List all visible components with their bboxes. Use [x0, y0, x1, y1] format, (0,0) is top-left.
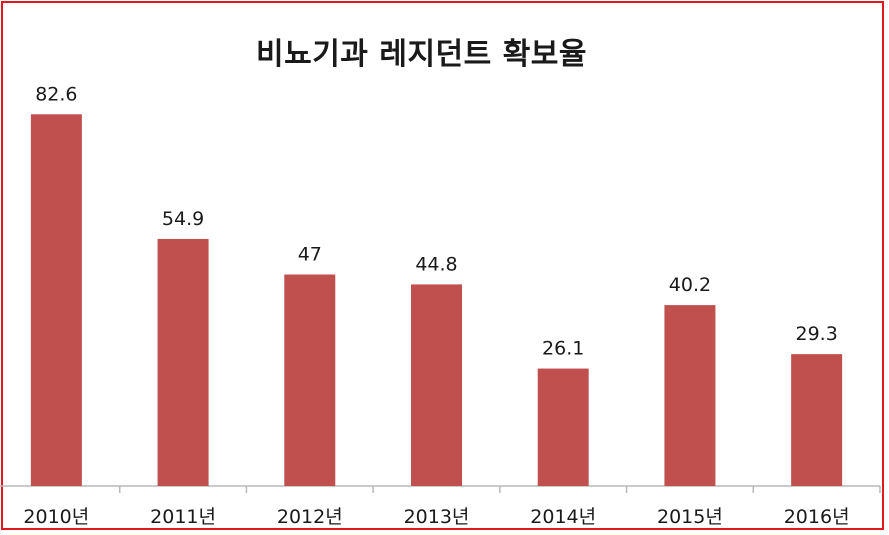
chart-title: 비뇨기과 레지던트 확보율	[256, 37, 587, 72]
bar-3	[411, 284, 462, 486]
x-tick-label-2: 2012년	[277, 506, 343, 528]
x-tick-label-4: 2014년	[530, 506, 596, 528]
bar-0	[30, 114, 82, 487]
bar-4	[537, 368, 589, 486]
bar-6	[791, 354, 843, 486]
data-label-1: 54.9	[162, 208, 204, 230]
x-tick-label-6: 2016년	[784, 506, 850, 528]
data-label-0: 82.6	[35, 83, 77, 105]
data-label-3: 44.8	[415, 253, 457, 275]
bar-1	[157, 238, 209, 486]
bar-5	[664, 305, 716, 486]
data-label-5: 40.2	[669, 274, 711, 296]
x-tick-label-3: 2013년	[404, 506, 470, 528]
x-tick-label-1: 2011년	[150, 506, 216, 528]
x-tick-label-5: 2015년	[657, 506, 723, 528]
data-label-4: 26.1	[542, 338, 584, 360]
bar-2	[284, 274, 336, 486]
data-label-6: 29.3	[795, 323, 837, 345]
x-tick-label-0: 2010년	[23, 506, 89, 528]
data-label-2: 47	[298, 244, 322, 266]
